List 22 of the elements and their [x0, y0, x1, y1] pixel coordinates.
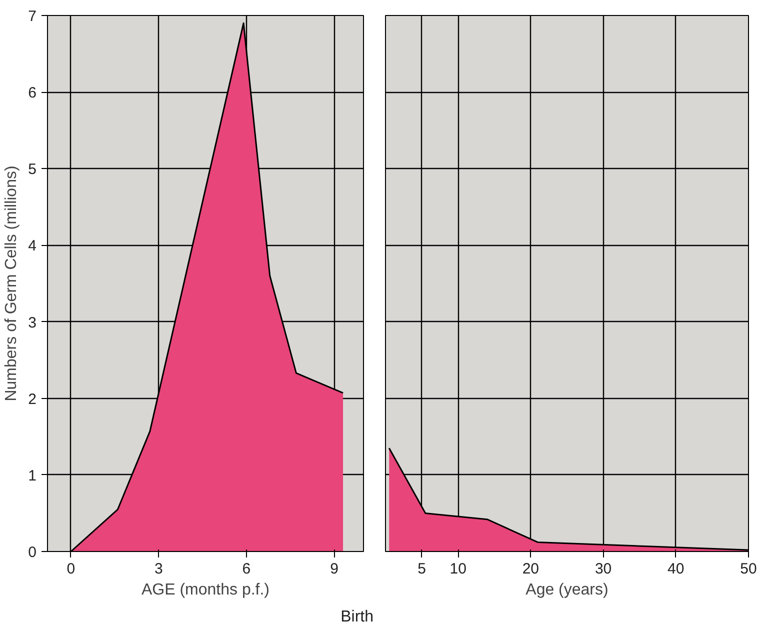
y-tick-label: 2	[28, 390, 36, 408]
y-tick-label: 4	[28, 238, 36, 255]
y-tick-label: 5	[28, 161, 36, 178]
y-tick-label: 7	[28, 8, 36, 25]
x-tick-label: 3	[154, 560, 163, 578]
y-axis-title: Numbers of Germ Cells (millions)	[3, 166, 20, 402]
x-tick-label: 6	[242, 560, 251, 578]
y-tick-label: 3	[28, 314, 36, 332]
x-axis-title: AGE (months p.f.)	[141, 582, 270, 598]
x-tick-label: 20	[522, 560, 540, 578]
x-tick-label: 0	[66, 560, 76, 578]
x-tick-label: 50	[740, 560, 757, 578]
x-tick-label: 40	[668, 560, 684, 578]
y-tick-label: 0	[28, 544, 36, 561]
x-tick-label: 10	[450, 560, 466, 578]
x-tick-label: 30	[594, 560, 612, 578]
x-axis-title: Age (years)	[526, 582, 608, 598]
x-tick-label: 5	[418, 560, 426, 578]
y-tick-label: 6	[28, 84, 36, 102]
x-tick-label: 9	[330, 560, 338, 578]
y-tick-label: 1	[28, 467, 36, 484]
text: Birth	[340, 608, 374, 626]
